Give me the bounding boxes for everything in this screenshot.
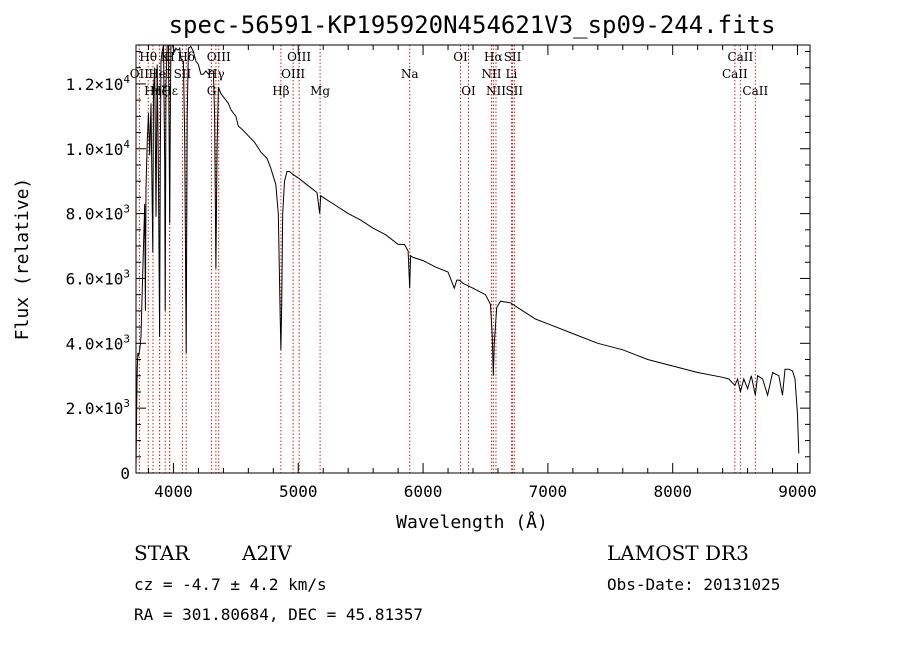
x-tick-label: 6000 — [404, 482, 443, 501]
emission-line-label: Mg — [310, 84, 330, 98]
emission-line-label: OIII — [281, 67, 305, 81]
y-tick-label: 0 — [120, 464, 130, 483]
emission-line-label: CaII — [727, 50, 753, 64]
x-tick-label: 7000 — [529, 482, 568, 501]
x-axis-label: Wavelength (Å) — [396, 511, 548, 533]
x-axis: 4000 5000 6000 7000 8000 9000 — [147, 45, 817, 501]
emission-line-label: K — [161, 50, 171, 64]
emission-line-label: Hθ — [139, 50, 157, 64]
emission-line-label: Li — [506, 67, 518, 81]
emission-line-label: OI — [461, 84, 476, 98]
survey-name: LAMOST DR3 — [607, 541, 749, 565]
emission-line-label: Hα — [484, 50, 503, 64]
y-tick-label: 4.0×103 — [66, 332, 130, 353]
x-tick-label: 9000 — [778, 482, 817, 501]
emission-line-label: CaII — [722, 67, 748, 81]
y-tick-label: 1.0×104 — [66, 138, 131, 159]
emission-line-label: Hγ — [207, 67, 225, 81]
emission-line-label: SII — [174, 67, 192, 81]
y-tick-label: 1.2×104 — [66, 73, 131, 94]
emission-line-label: G — [207, 84, 217, 98]
emission-line-label: OIII — [207, 50, 231, 64]
spectrum-line — [135, 44, 800, 470]
emission-line-label: OII — [130, 67, 150, 81]
emission-line-label: CaII — [742, 84, 768, 98]
emission-line-label: SII — [505, 84, 523, 98]
info-panel: STAR A2IV cz = -4.7 ± 4.2 km/s RA = 301.… — [134, 541, 780, 624]
x-tick-label: 8000 — [653, 482, 692, 501]
emission-line-label: HeI — [148, 67, 171, 81]
x-tick-label: 4000 — [154, 482, 193, 501]
y-tick-label: 6.0×103 — [66, 267, 130, 288]
object-subclass: A2IV — [241, 541, 292, 565]
redshift-cz: cz = -4.7 ± 4.2 km/s — [134, 575, 327, 594]
emission-line-label: OIII — [287, 50, 311, 64]
coordinates: RA = 301.80684, DEC = 45.81357 — [134, 605, 423, 624]
emission-line-label: Na — [401, 67, 419, 81]
y-tick-label: 8.0×103 — [66, 203, 130, 224]
y-axis: 0 2.0×103 4.0×103 6.0×103 8.0×103 1.0×104 1.2×… — [66, 50, 810, 483]
object-class: STAR — [134, 541, 190, 565]
emission-line-label: OI — [453, 50, 468, 64]
y-tick-label: 2.0×103 — [66, 397, 130, 418]
emission-line-markers — [138, 45, 756, 473]
emission-line-label: Hβ — [272, 84, 289, 98]
observation-date: Obs-Date: 20131025 — [607, 575, 780, 594]
emission-line-label: NII — [486, 84, 506, 98]
emission-line-label: H — [164, 50, 174, 64]
emission-line-label: SII — [504, 50, 522, 64]
x-tick-label: 5000 — [279, 482, 318, 501]
emission-line-label: NII — [481, 67, 501, 81]
y-axis-label: Flux (relative) — [12, 178, 33, 341]
chart-title: spec-56591-KP195920N454621V3_sp09-244.fi… — [169, 11, 776, 39]
